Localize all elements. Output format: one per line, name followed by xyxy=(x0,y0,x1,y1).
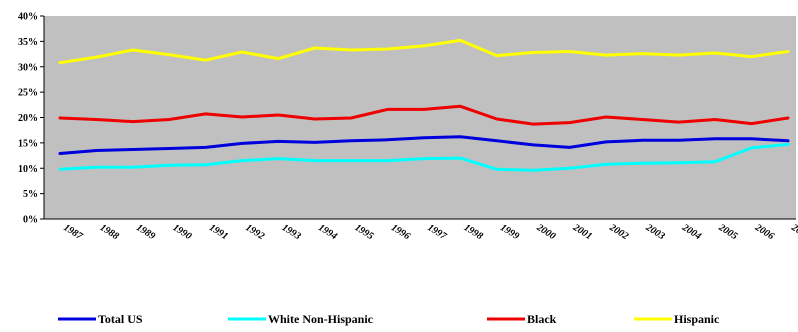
y-tick-label: 30% xyxy=(18,62,38,73)
x-tick-label: 1989 xyxy=(134,222,157,242)
x-tick-label: 1996 xyxy=(389,222,412,242)
y-tick-label: 20% xyxy=(18,113,38,124)
legend: Total US White Non-Hispanic Black Hispanic xyxy=(58,312,720,326)
y-tick-label: 10% xyxy=(18,164,38,175)
series-line-2 xyxy=(58,104,790,126)
x-tick-label: 1991 xyxy=(207,222,230,242)
x-tick-label: 1995 xyxy=(353,222,376,242)
x-tick-label: 2000 xyxy=(534,222,558,242)
x-tick-label: 2002 xyxy=(607,222,631,242)
x-tick-label: 2007 xyxy=(789,222,798,243)
x-tick-label: 1993 xyxy=(280,222,303,242)
legend-label-2: Black xyxy=(527,312,557,326)
x-tick-label: 2004 xyxy=(679,222,703,242)
x-tick-label: 1988 xyxy=(98,222,121,242)
x-tick-label: 2005 xyxy=(716,222,740,242)
series-line-3 xyxy=(58,38,790,65)
x-tick-label: 1999 xyxy=(498,222,521,242)
x-tick-label: 2006 xyxy=(752,222,776,242)
y-tick-label: 40% xyxy=(18,12,38,23)
y-axis: 0% 5% 10% 15% 20% 25% 30% 35% 40% xyxy=(18,12,45,226)
y-tick-label: 25% xyxy=(18,88,38,99)
x-tick-label: 1990 xyxy=(171,222,194,242)
y-tick-label: 0% xyxy=(23,215,38,226)
series-line-0 xyxy=(58,135,790,155)
x-tick-label: 1997 xyxy=(425,222,449,242)
x-tick-label: 1998 xyxy=(462,222,485,242)
series-lines xyxy=(58,38,790,172)
plot-area xyxy=(44,16,796,219)
series-line-1 xyxy=(58,142,790,172)
x-tick-label: 1987 xyxy=(61,222,85,242)
legend-label-1: White Non-Hispanic xyxy=(268,312,374,326)
legend-label-3: Hispanic xyxy=(674,312,720,326)
legend-label-0: Total US xyxy=(98,312,143,326)
y-tick-label: 15% xyxy=(18,138,38,149)
x-tick-label: 1992 xyxy=(243,222,266,242)
x-tick-label: 2001 xyxy=(570,222,594,242)
y-tick-label: 5% xyxy=(23,189,38,200)
x-axis: 1987 1988 1989 1990 1991 1992 1993 1994 1995 1996… xyxy=(44,218,798,243)
x-tick-label: 1994 xyxy=(316,222,339,242)
x-tick-label: 2003 xyxy=(643,222,667,242)
y-tick-label: 35% xyxy=(18,37,38,48)
